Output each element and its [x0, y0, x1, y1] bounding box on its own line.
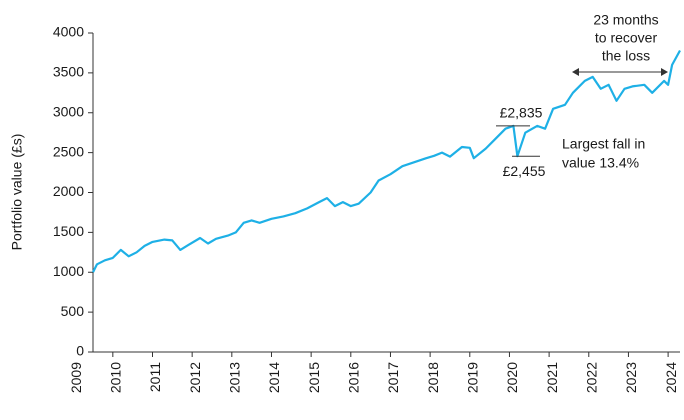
x-tick-label: 2012 — [187, 362, 203, 393]
x-tick-label: 2013 — [227, 362, 243, 393]
x-tick-label: 2018 — [425, 362, 441, 393]
x-tick-label: 2020 — [504, 362, 520, 393]
y-tick-label: 4000 — [53, 24, 84, 40]
x-tick-label: 2022 — [583, 362, 599, 393]
y-axis-label: Portfolio value (£s) — [9, 134, 25, 251]
y-tick-label: 3000 — [53, 103, 84, 119]
line-series — [92, 49, 681, 273]
recovery-note: the loss — [602, 48, 650, 64]
recovery-note: 23 months — [593, 12, 658, 28]
y-tick-label: 1500 — [53, 223, 84, 239]
y-tick-label: 0 — [76, 343, 84, 359]
fall-note: Largest fall in — [562, 136, 645, 152]
x-tick-label: 2015 — [306, 362, 322, 393]
y-tick-label: 3500 — [53, 64, 84, 80]
x-tick-label: 2019 — [464, 362, 480, 393]
y-tick-label: 500 — [61, 303, 85, 319]
x-tick-label: 2011 — [147, 362, 163, 392]
x-tick-label: 2017 — [385, 362, 401, 393]
x-tick-label: 2014 — [266, 362, 282, 393]
x-tick-label: 2023 — [623, 362, 639, 393]
x-tick-label: 2024 — [663, 362, 679, 393]
peak-label: £2,835 — [500, 105, 543, 121]
x-tick-label: 2009 — [68, 362, 84, 393]
x-tick-label: 2010 — [108, 362, 124, 393]
trough-label: £2,455 — [503, 163, 546, 179]
fall-note: value 13.4% — [562, 155, 639, 171]
y-tick-label: 2000 — [53, 183, 84, 199]
recovery-note: to recover — [595, 30, 658, 46]
y-tick-label: 1000 — [53, 263, 84, 279]
x-tick-label: 2016 — [346, 362, 362, 393]
x-tick-label: 2021 — [544, 362, 560, 393]
y-tick-label: 2500 — [53, 143, 84, 159]
